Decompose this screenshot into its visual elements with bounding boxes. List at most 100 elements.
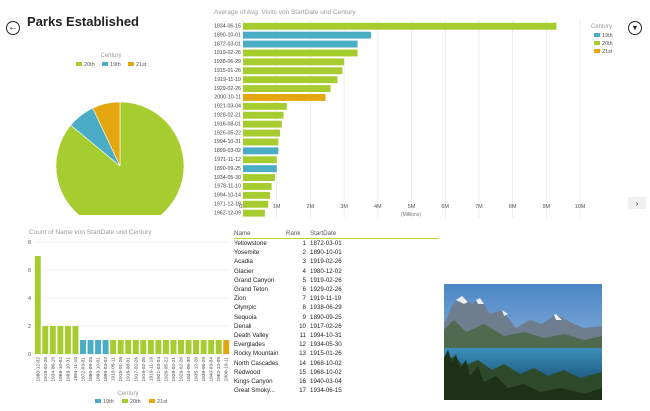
- vbar-legend-title: Century: [117, 391, 138, 397]
- hbar-category-label: 1919-11-19: [214, 77, 241, 83]
- vbar-category-label: 1890-10-01: [96, 357, 102, 382]
- hbar-bar: [243, 138, 279, 146]
- hbar-bar: [243, 165, 277, 173]
- cell-rank: 7: [302, 295, 306, 303]
- vbar-category-label: 1910-05-11: [111, 357, 117, 382]
- cell-name: Everglades: [234, 341, 265, 349]
- back-button[interactable]: ←: [6, 21, 20, 35]
- table-row[interactable]: Kings Canyon 16 1940-03-04: [234, 377, 439, 386]
- hbar-title: Average of Avg. Visits von StartDate und…: [214, 9, 356, 16]
- table-row[interactable]: Rocky Mountain 13 1915-01-26: [234, 349, 439, 358]
- table-row[interactable]: Great Smoky... 17 1934-06-15: [234, 386, 439, 395]
- table-row[interactable]: North Cascades 14 1968-10-02: [234, 358, 439, 367]
- table-row[interactable]: Yosemite 2 1890-10-01: [234, 248, 439, 257]
- hbar-bar: [243, 22, 557, 30]
- vbar-category-label: 1899-03-02: [103, 357, 109, 382]
- vbar-bar: [193, 340, 200, 354]
- table-row[interactable]: Olympic 8 1938-06-29: [234, 303, 439, 312]
- hbar-axis-label: (Millions): [401, 212, 421, 218]
- vbar-bar: [117, 340, 124, 354]
- hbar-tick-label: 2M: [307, 204, 315, 210]
- cell-name: Grand Teton: [234, 286, 268, 294]
- hbar-category-label: 1921-03-04: [214, 104, 241, 110]
- filter-icon: ▼: [631, 24, 639, 32]
- pie-slice-21st: [92, 101, 121, 167]
- vbar-title: Count of Name von StartDate und Century: [29, 229, 152, 236]
- table-header-row: Name Rank StartDate: [234, 229, 439, 239]
- vbar-category-label: 1919-02-26: [141, 357, 147, 382]
- cell-startdate: 1940-03-04: [310, 377, 342, 385]
- hbar-category-label: 1916-08-01: [214, 121, 241, 127]
- table-row[interactable]: Sequoia 9 1890-09-25: [234, 313, 439, 322]
- vbar-bar: [87, 340, 94, 354]
- vbar-bar: [49, 326, 56, 354]
- hbar-category-label: 1934-06-15: [214, 24, 241, 30]
- parks-table: Name Rank StartDate Yellowstone 1 1872-03-…: [234, 229, 439, 395]
- cell-rank: 11: [299, 331, 306, 339]
- vbar-category-label: 1921-03-04: [156, 357, 162, 382]
- cell-name: Glacier: [234, 267, 254, 275]
- hbar-bar: [243, 94, 326, 101]
- chevron-right-icon: ›: [635, 198, 639, 208]
- vbar-bar: [178, 340, 184, 354]
- col-header-startdate[interactable]: StartDate: [310, 229, 342, 239]
- cell-name: Sequoia: [234, 313, 257, 321]
- col-header-rank[interactable]: Rank: [286, 229, 310, 239]
- vbar-bar: [102, 340, 109, 354]
- hbar-tick-label: 4M: [374, 204, 382, 210]
- hbar-category-label: 1978-11-10: [214, 184, 241, 190]
- table-row[interactable]: Death Valley 11 1994-10-31: [234, 331, 439, 340]
- hbar-category-label: 1926-05-22: [214, 130, 241, 136]
- vbar-category-label: 1968-10-02: [58, 357, 64, 382]
- pie-legend-label: 19th: [110, 62, 121, 68]
- vbar-category-label: 1934-05-30: [186, 357, 192, 382]
- hbar-legend-swatch: [594, 49, 600, 53]
- vbar-category-label: 1928-02-21: [171, 357, 177, 382]
- cell-startdate: 1915-01-26: [310, 350, 342, 358]
- vbar-bar: [200, 340, 207, 354]
- back-arrow-icon: ←: [8, 22, 18, 33]
- table-row[interactable]: Zion 7 1919-11-19: [234, 294, 439, 303]
- table-row[interactable]: Redwood 15 1968-10-02: [234, 368, 439, 377]
- hbar-category-label: 1938-06-29: [214, 59, 241, 65]
- vbar-category-label: 1915-01-26: [118, 357, 124, 382]
- cell-startdate: 1934-06-15: [310, 387, 342, 395]
- next-page-button[interactable]: ›: [628, 197, 646, 209]
- cell-rank: 8: [302, 304, 306, 312]
- hbar-legend-swatch: [594, 41, 600, 45]
- vbar-bar: [170, 340, 177, 354]
- vbar-legend-swatch: [95, 399, 101, 403]
- hbar-bar: [243, 120, 282, 128]
- hbar-tick-label: 3M: [340, 204, 348, 210]
- cell-startdate: 1994-10-31: [310, 331, 342, 339]
- hbar-bar: [243, 49, 358, 57]
- hbar-bar: [243, 85, 331, 92]
- cell-name: Death Valley: [234, 331, 269, 339]
- table-row[interactable]: Grand Canyon 5 1919-02-26: [234, 276, 439, 285]
- pie-chart-panel: Century 20th 19th 21st: [0, 45, 200, 231]
- table-row[interactable]: Grand Teton 6 1929-02-26: [234, 285, 439, 294]
- vbar-category-label: 1962-12-09: [216, 357, 222, 382]
- vbar-category-label: 1980-12-02: [35, 357, 41, 382]
- cell-name: Kings Canyon: [234, 377, 273, 385]
- vbar-bar: [162, 340, 169, 354]
- filter-button[interactable]: ▼: [628, 21, 642, 35]
- hbar-legend-label: 19th: [602, 33, 613, 39]
- vbar-category-label: 1916-08-01: [126, 357, 132, 382]
- cell-startdate: 1872-03-01: [310, 240, 342, 248]
- vbar-tick-label: 8: [28, 240, 31, 246]
- table-row[interactable]: Acadia 3 1919-02-26: [234, 257, 439, 266]
- vbar-legend-label: 21st: [157, 399, 168, 405]
- table-row[interactable]: Yellowstone 1 1872-03-01: [234, 239, 439, 249]
- cell-startdate: 1980-12-02: [310, 267, 342, 275]
- cell-rank: 6: [302, 286, 306, 294]
- cell-rank: 1: [302, 240, 306, 248]
- vbar-category-label: 2000-10-11: [224, 357, 230, 382]
- cell-rank: 15: [299, 368, 306, 376]
- table-row[interactable]: Everglades 12 1934-05-30: [234, 340, 439, 349]
- col-header-name[interactable]: Name: [234, 229, 286, 239]
- table-row[interactable]: Glacier 4 1980-12-02: [234, 267, 439, 276]
- cell-name: Yosemite: [234, 249, 260, 257]
- hbar-category-label: 1872-03-01: [214, 41, 241, 47]
- table-row[interactable]: Denali 10 1917-02-26: [234, 322, 439, 331]
